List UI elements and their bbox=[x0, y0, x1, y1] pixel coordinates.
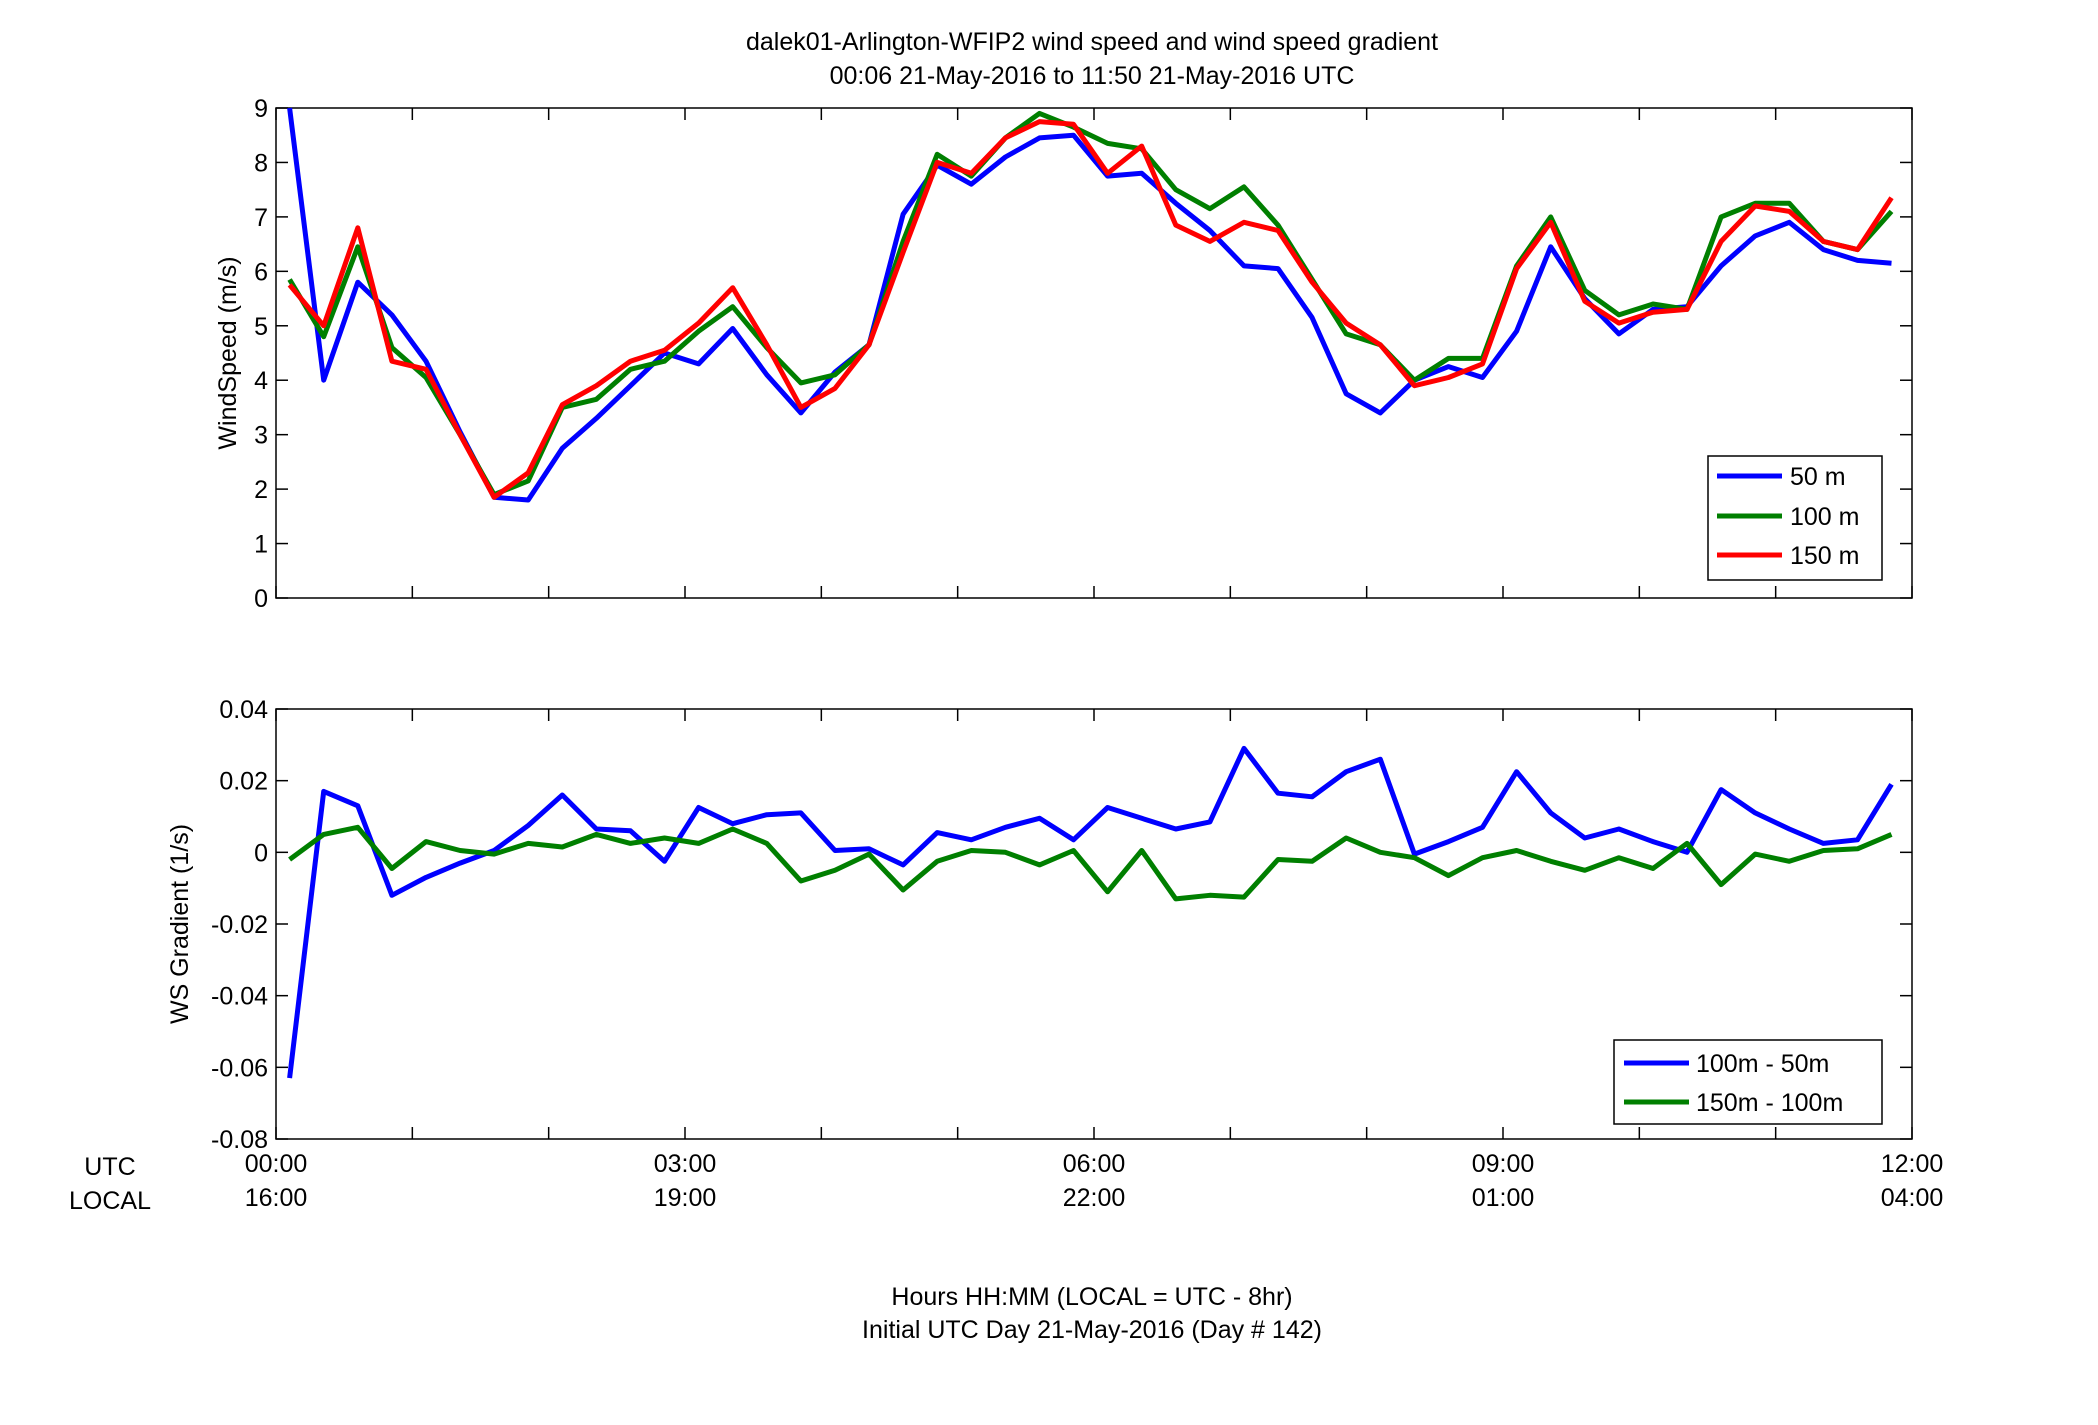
x-tick-label-utc: 03:00 bbox=[654, 1150, 717, 1178]
gradient-lines bbox=[287, 745, 1894, 1079]
legend-label-150m-100m: 150m - 100m bbox=[1696, 1089, 1843, 1117]
gradient-series-line-1 bbox=[288, 824, 1893, 902]
legend-label-50m: 50 m bbox=[1790, 463, 1846, 491]
wind-speed-y-tick-label: 1 bbox=[254, 531, 268, 559]
legend-label-100m: 100 m bbox=[1790, 503, 1859, 531]
x-tick-label-local: 04:00 bbox=[1881, 1184, 1944, 1212]
gradient-y-tick-label: -0.02 bbox=[211, 911, 268, 939]
x-tick-label-local: 22:00 bbox=[1063, 1184, 1126, 1212]
wind-speed-y-tick-label: 7 bbox=[254, 204, 268, 232]
utc-row-label: UTC bbox=[84, 1153, 135, 1181]
wind-speed-panel: 0 1 2 3 4 5 6 7 8 9 WindSpeed (m/s) 50 m 100 m 15… bbox=[214, 95, 1913, 613]
legend-label-100m-50m: 100m - 50m bbox=[1696, 1050, 1829, 1078]
wind-speed-tick-group: 0 1 2 3 4 5 6 7 8 9 bbox=[254, 95, 1913, 613]
gradient-series-line-0 bbox=[287, 745, 1894, 1079]
wind-speed-legend: 50 m 100 m 150 m bbox=[1707, 455, 1883, 581]
wind-speed-plot-frame bbox=[275, 107, 1913, 599]
wind-speed-y-tick-label: 9 bbox=[254, 95, 268, 123]
gradient-y-tick-label: -0.04 bbox=[211, 983, 268, 1011]
x-tick-label-local: 16:00 bbox=[245, 1184, 308, 1212]
gradient-y-tick-label: 0 bbox=[254, 839, 268, 867]
gradient-tick-group: -0.08 -0.06 -0.04 -0.02 0 0.02 0.04 bbox=[211, 696, 1913, 1154]
chart-title-line2: 00:06 21-May-2016 to 11:50 21-May-2016 U… bbox=[830, 62, 1355, 90]
wind-speed-y-tick-label: 4 bbox=[254, 367, 268, 395]
x-tick-label-local: 19:00 bbox=[654, 1184, 717, 1212]
gradient-y-tick-label: 0.04 bbox=[219, 696, 268, 724]
wind-speed-series-line-2 bbox=[287, 119, 1894, 500]
chart-title-line1: dalek01-Arlington-WFIP2 wind speed and w… bbox=[746, 28, 1438, 56]
gradient-y-axis-label: WS Gradient (1/s) bbox=[166, 824, 194, 1024]
local-row-label: LOCAL bbox=[69, 1187, 151, 1215]
gradient-y-tick-label: -0.08 bbox=[211, 1126, 268, 1154]
wind-speed-y-tick-label: 8 bbox=[254, 149, 268, 177]
x-tick-label-local: 01:00 bbox=[1472, 1184, 1535, 1212]
x-axis-label-line1: Hours HH:MM (LOCAL = UTC - 8hr) bbox=[891, 1283, 1292, 1311]
gradient-panel: -0.08 -0.06 -0.04 -0.02 0 0.02 0.04 WS Gradien… bbox=[166, 696, 1913, 1154]
gradient-y-tick-label: -0.06 bbox=[211, 1054, 268, 1082]
wind-speed-y-tick-label: 6 bbox=[254, 258, 268, 286]
x-tick-label-utc: 09:00 bbox=[1472, 1150, 1535, 1178]
legend-label-150m: 150 m bbox=[1790, 542, 1859, 570]
wind-speed-y-tick-label: 0 bbox=[254, 585, 268, 613]
x-axis-time-labels: 00:00 16:00 03:00 19:00 06:00 22:00 09:00 01:00… bbox=[245, 1150, 1944, 1212]
wind-speed-y-tick-label: 3 bbox=[254, 422, 268, 450]
wind-speed-lines bbox=[287, 107, 1894, 503]
gradient-legend: 100m - 50m 150m - 100m bbox=[1613, 1039, 1883, 1125]
gradient-legend-box bbox=[1613, 1039, 1883, 1125]
x-tick-label-utc: 12:00 bbox=[1881, 1150, 1944, 1178]
x-tick-label-utc: 00:00 bbox=[245, 1150, 308, 1178]
wind-speed-y-tick-label: 5 bbox=[254, 313, 268, 341]
gradient-y-tick-label: 0.02 bbox=[219, 768, 268, 796]
wind-speed-y-axis-label: WindSpeed (m/s) bbox=[214, 256, 242, 449]
wind-speed-y-tick-label: 2 bbox=[254, 476, 268, 504]
x-axis-label-line2: Initial UTC Day 21-May-2016 (Day # 142) bbox=[862, 1316, 1322, 1344]
wind-speed-series-line-0 bbox=[287, 107, 1892, 503]
x-tick-label-utc: 06:00 bbox=[1063, 1150, 1126, 1178]
